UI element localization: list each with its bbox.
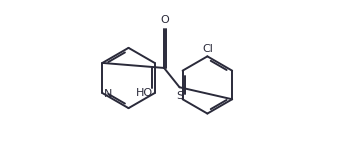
Text: N: N <box>104 89 112 99</box>
Text: S: S <box>176 91 183 101</box>
Text: O: O <box>161 15 170 25</box>
Text: HO: HO <box>136 88 153 98</box>
Text: Cl: Cl <box>203 44 214 54</box>
